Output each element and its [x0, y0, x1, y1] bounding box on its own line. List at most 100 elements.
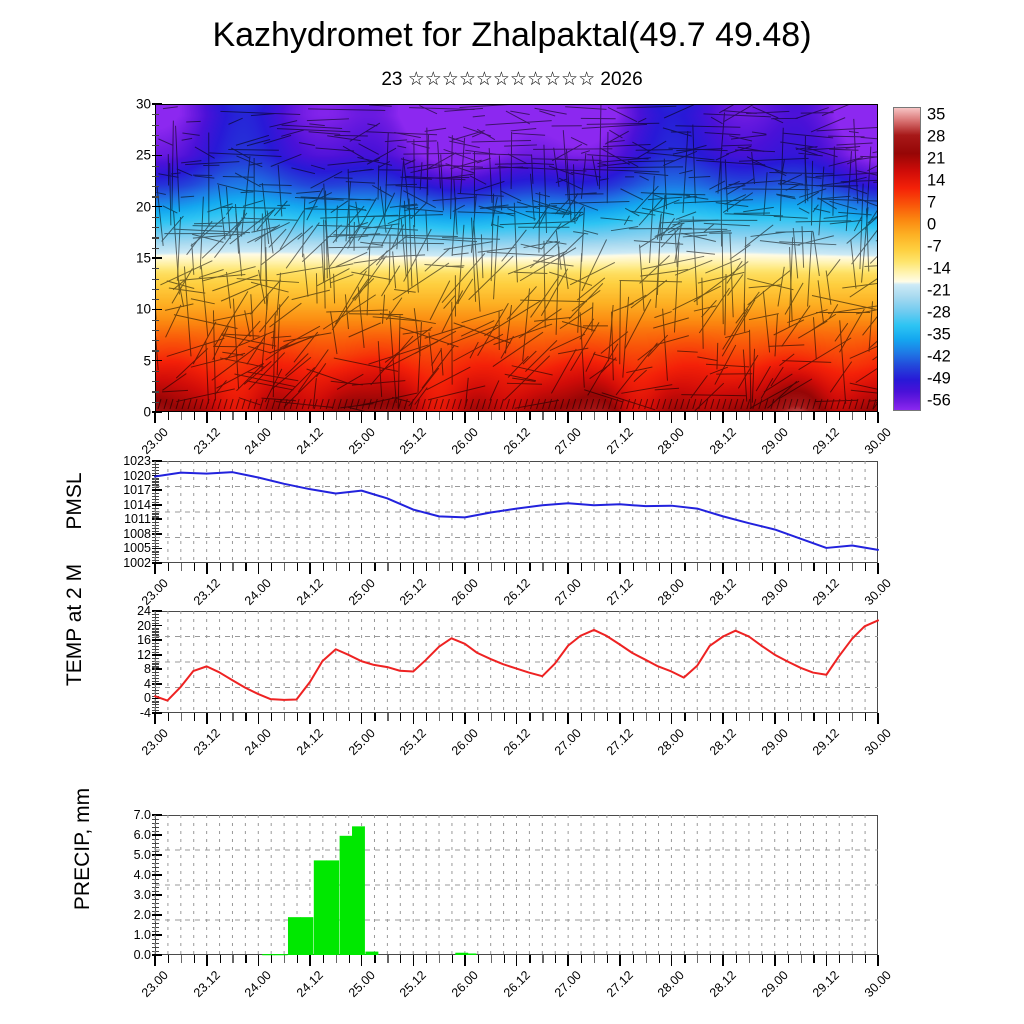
colorbar-label: 14 — [927, 171, 946, 190]
y-tick-label: 5 — [143, 353, 151, 369]
x-tick-minor — [271, 955, 273, 963]
y-tick-label: 30 — [135, 96, 151, 112]
y-tick-minor — [152, 134, 159, 136]
y-tick-minor — [152, 268, 159, 270]
x-tick-minor — [581, 563, 583, 571]
x-tick-minor — [426, 563, 428, 571]
x-tick-major — [464, 713, 466, 724]
x-tick-minor — [697, 412, 699, 420]
x-tick-minor — [503, 563, 505, 571]
y-tick-minor — [152, 237, 159, 239]
y-tick-minor — [152, 843, 159, 845]
y-tick-major — [152, 894, 162, 896]
x-tick-major — [412, 563, 415, 574]
colorbar-label: 0 — [927, 215, 937, 234]
x-tick-minor — [167, 713, 170, 721]
x-tick-minor — [658, 412, 660, 420]
x-tick-minor — [271, 713, 273, 721]
y-tick-minor — [152, 947, 159, 949]
y-tick-minor — [152, 216, 159, 219]
x-tick-minor — [542, 412, 544, 420]
x-tick-minor — [787, 713, 789, 721]
x-tick-minor — [232, 412, 234, 420]
y-tick-label: -4 — [139, 706, 151, 720]
x-tick-minor — [400, 563, 402, 571]
x-tick-major — [205, 713, 208, 724]
x-tick-minor — [865, 563, 867, 571]
precip-bar — [300, 917, 314, 955]
x-tick-minor — [387, 955, 389, 963]
x-tick-major — [670, 563, 673, 574]
y-tick-label: 5.0 — [133, 848, 151, 862]
y-tick-minor — [152, 689, 159, 691]
x-tick-minor — [245, 955, 247, 963]
y-tick-major — [152, 308, 162, 311]
x-tick-minor — [193, 412, 195, 420]
y-tick-label: 1005 — [123, 541, 151, 556]
x-tick-minor — [542, 955, 544, 963]
page-subtitle: 23 ☆☆☆☆☆☆☆☆☆☆☆ 2026 — [0, 68, 1024, 91]
x-tick-minor — [180, 713, 182, 721]
x-tick-minor — [813, 713, 815, 721]
x-tick-minor — [503, 713, 505, 721]
y-tick-minor — [152, 278, 159, 280]
y-tick-label: 1014 — [123, 497, 151, 512]
x-tick-minor — [761, 955, 763, 963]
x-tick-minor — [645, 563, 647, 571]
y-tick-minor — [152, 186, 159, 188]
x-tick-minor — [748, 563, 751, 571]
x-tick-minor — [426, 412, 428, 420]
x-tick-major — [825, 955, 828, 966]
x-tick-minor — [335, 713, 337, 721]
y-tick-major — [152, 834, 162, 836]
x-tick-minor — [684, 563, 686, 571]
x-tick-minor — [284, 713, 286, 721]
x-tick-minor — [581, 713, 583, 721]
x-tick-minor — [800, 713, 802, 721]
x-tick-minor — [219, 955, 221, 963]
x-tick-minor — [581, 955, 583, 963]
x-tick-minor — [748, 412, 751, 420]
x-tick-major — [205, 955, 208, 966]
x-tick-minor — [193, 563, 195, 571]
y-tick-minor — [152, 401, 159, 403]
x-tick-minor — [697, 713, 699, 721]
y-tick-minor — [152, 666, 159, 668]
x-tick-major — [722, 713, 724, 724]
x-tick-minor — [787, 955, 789, 963]
x-tick-minor — [167, 563, 170, 571]
x-tick-major — [774, 412, 776, 423]
x-tick-minor — [503, 412, 505, 420]
y-tick-minor — [152, 466, 159, 469]
x-tick-minor — [710, 412, 712, 420]
x-tick-major — [567, 713, 570, 724]
x-tick-major — [412, 412, 415, 423]
x-tick-minor — [477, 955, 479, 963]
x-tick-major — [154, 713, 156, 724]
y-tick-label: 2.0 — [133, 908, 151, 922]
y-tick-minor — [152, 196, 159, 198]
y-tick-label: 16 — [137, 633, 151, 648]
y-tick-label: 1023 — [123, 454, 151, 468]
y-tick-minor — [152, 622, 159, 624]
y-tick-major — [152, 103, 162, 105]
y-tick-minor — [152, 247, 159, 249]
y-tick-minor — [152, 939, 159, 941]
colorbar-label: -56 — [927, 391, 951, 410]
x-tick-major — [309, 563, 311, 574]
x-tick-major — [877, 563, 879, 574]
x-tick-minor — [787, 412, 789, 420]
x-tick-minor — [490, 955, 492, 963]
colorbar-label: -14 — [927, 259, 951, 278]
y-tick-minor — [152, 827, 159, 829]
y-tick-minor — [152, 710, 159, 712]
y-tick-minor — [152, 227, 159, 229]
y-tick-major — [152, 154, 162, 157]
y-tick-label: 24 — [137, 604, 151, 618]
x-tick-major — [464, 412, 466, 423]
y-tick-label: 15 — [135, 250, 151, 266]
y-tick-label: 0.0 — [133, 948, 151, 962]
y-tick-minor — [152, 819, 159, 821]
